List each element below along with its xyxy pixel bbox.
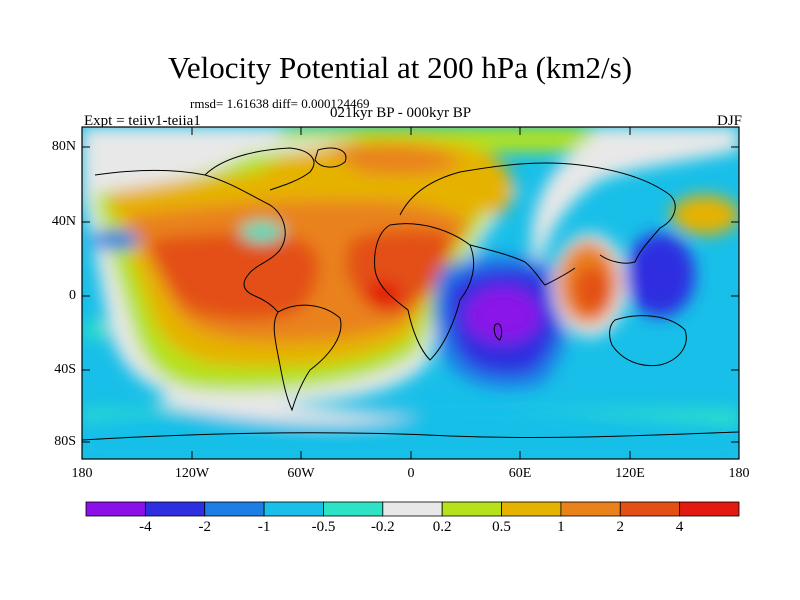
lat-tick-label: 0 [69, 288, 76, 303]
colorbar-swatch [382, 501, 443, 517]
colorbar-swatch [85, 501, 146, 517]
colorbar-level-label: 2 [616, 519, 625, 535]
lat-tick-label: 40N [51, 214, 76, 229]
colorbar-level-label: -2 [198, 519, 211, 535]
colorbar-level-label: 1 [557, 519, 565, 535]
rmsd-diff-stats: rmsd= 1.61638 diff= 0.000124469 [190, 96, 370, 111]
colorbar-level-label: -4 [139, 519, 152, 535]
lat-tick-label: 80N [51, 139, 76, 154]
colorbar-swatch [263, 501, 324, 517]
period-label: 021kyr BP - 000kyr BP [330, 105, 472, 121]
lon-tick-label: 60W [287, 466, 315, 481]
velocity-potential-field [82, 127, 739, 459]
coastlines [82, 147, 739, 441]
colorbar-swatch [144, 501, 206, 517]
colorbar-level-label: -0.5 [311, 519, 336, 535]
colorbar-level-label: -1 [257, 519, 271, 535]
lat-tick-label: 80S [54, 434, 76, 449]
map-title: Velocity Potential at 200 hPa (km2/s) [167, 50, 633, 85]
colorbar-swatch [323, 501, 384, 517]
colorbar [85, 501, 740, 517]
lon-tick-label: 60E [508, 466, 532, 481]
lon-tick-label: 120E [615, 466, 645, 481]
experiment-label: Expt = teiiv1-teiia1 [84, 113, 201, 129]
colorbar-swatch [619, 501, 681, 517]
colorbar-swatch [204, 501, 265, 517]
axis-ticks [82, 127, 739, 459]
colorbar-level-label: 0.2 [432, 519, 452, 535]
lon-tick-label: 180 [71, 466, 93, 481]
colorbar-swatch [501, 501, 562, 517]
lon-tick-label: 180 [728, 466, 750, 481]
lon-tick-label: 120W [174, 466, 210, 481]
lat-tick-label: 40S [54, 362, 76, 377]
colorbar-level-label: 4 [675, 519, 684, 535]
colorbar-swatch [679, 501, 740, 517]
colorbar-swatch [441, 501, 502, 517]
colorbar-level-label: 0.5 [492, 519, 511, 535]
lon-tick-label: 0 [407, 466, 415, 481]
colorbar-swatch [560, 501, 621, 517]
season-label: DJF [716, 113, 742, 129]
colorbar-level-label: -0.2 [370, 519, 395, 535]
